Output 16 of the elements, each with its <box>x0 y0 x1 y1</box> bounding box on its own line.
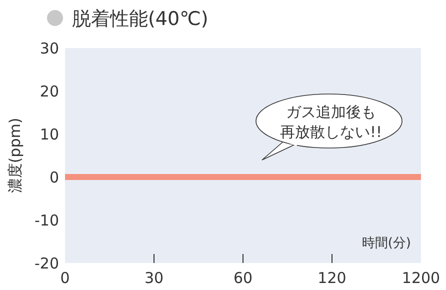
x-tick-label: 120 <box>318 269 346 287</box>
y-tick-label: -20 <box>34 254 59 272</box>
chart-title: 脱着性能(40℃) <box>72 8 208 30</box>
x-tick-label: 0 <box>60 269 70 287</box>
y-tick-label: 20 <box>40 82 59 100</box>
x-axis-title: 時間(分) <box>362 236 411 251</box>
y-tick-label: 30 <box>40 39 59 58</box>
x-tick-label: 30 <box>144 269 164 287</box>
x-tick-label: 1200 <box>402 269 440 287</box>
y-tick-label: 10 <box>40 125 59 144</box>
y-tick-label: 0 <box>49 168 59 186</box>
x-tick-label: 60 <box>233 269 253 287</box>
annotation: 再放散しない!! <box>280 123 382 141</box>
y-axis-title: 濃度(ppm) <box>6 118 24 194</box>
y-tick-label: -10 <box>34 211 59 230</box>
annotation: ガス追加後も <box>286 103 376 121</box>
